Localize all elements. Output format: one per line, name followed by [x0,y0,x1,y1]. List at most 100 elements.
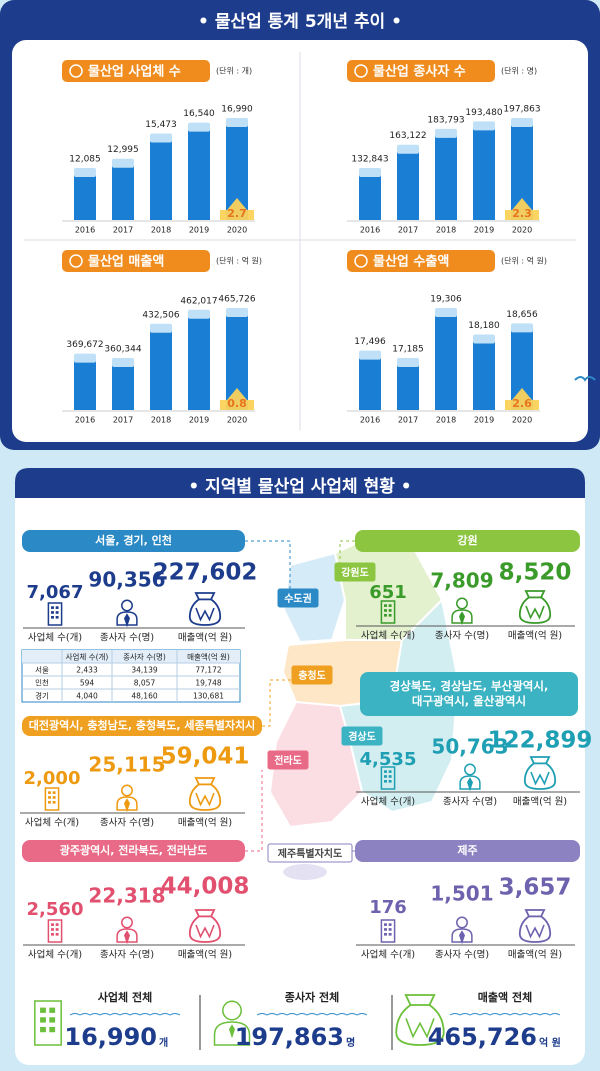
bottom-title-band [15,468,585,498]
bar [511,125,533,220]
bar [188,316,210,410]
icon-shape [395,994,445,1046]
bar [150,330,172,410]
totals-unit: 억 원 [539,1036,561,1049]
table-header: 종사자 수(명) [123,652,166,662]
chart-title-icon [69,64,83,78]
region-value: 3,657 [499,875,572,901]
x-tick-label: 2016 [75,416,95,425]
icon-window [40,1017,46,1023]
chart-unit: (단위 : 억 원) [501,256,547,266]
metric-label: 매출액(억 원) [178,632,232,644]
icon-window [388,923,392,926]
region-header [22,530,245,552]
icon-shape [464,763,476,776]
chart-title-icon [354,64,368,78]
chart-title-pill [62,60,210,82]
region-header [355,840,580,862]
bar-cap [226,308,248,317]
chart-title: 물산업 수출액 [373,254,449,270]
icon-window [388,928,392,931]
metric-label: 종사자 수(명) [435,631,489,642]
growth-label: 2.3 [512,207,532,220]
icon-window [384,928,387,931]
region-name: 광주광역시, 전라북도, 전라남도 [60,843,208,857]
icon-shape [116,928,138,943]
icon-window [48,791,51,794]
metric-label: 사업체 수(개) [361,796,415,808]
totals-unit: 명 [346,1036,355,1049]
region-value: 22,318 [88,884,165,908]
icon-window [384,770,387,773]
icon-shape [34,1000,62,1046]
x-tick-label: 2017 [113,226,133,235]
chart-unit: (단위 : 명) [501,66,537,76]
metric-label: 종사자 수(명) [100,818,154,829]
table-cell: 48,160 [131,692,157,701]
icon-window [55,606,59,609]
x-tick-label: 2018 [151,416,171,425]
bar [150,140,172,220]
icon-window [55,932,59,936]
metric-label: 종사자 수(명) [100,950,154,961]
icon-window [51,615,54,619]
map-label-box [334,562,376,582]
bar-cap [397,144,419,154]
metric-label: 사업체 수(개) [28,949,82,961]
table-header: 매출액(억 원) [187,652,230,662]
value-label: 17,496 [354,337,386,347]
value-label: 15,473 [145,120,177,130]
person-icon [116,599,138,628]
person-icon [451,597,473,626]
metric-label: 매출액(억 원) [508,630,562,642]
region-name: 서울, 경기, 인천 [95,533,172,547]
moneybag-icon [188,592,222,626]
icon-shape [124,930,130,945]
icon-shape [459,775,481,790]
bar [74,360,96,410]
icon-window [51,932,54,936]
icon-shape [124,613,130,628]
map [245,376,596,880]
icon-window [49,1026,56,1033]
chart-title-pill [62,250,210,272]
bar [511,330,533,410]
region-name: 대전광역시, 충청남도, 충청북도, 세종특별자치시 [29,718,255,732]
bar-cap [188,122,210,132]
connector [245,540,291,590]
won-symbol [530,771,550,786]
chart-title: 물산업 매출액 [88,254,164,270]
x-tick-label: 2019 [474,226,494,235]
icon-window [49,1017,56,1023]
region-value: 2,000 [24,768,81,789]
chart-title: 물산업 종사자 수 [373,64,466,80]
bar [397,365,419,410]
growth-arrow [505,388,539,410]
building-icon [47,602,63,626]
x-tick-label: 2018 [151,226,171,235]
icon-window [388,770,392,773]
icon-window [384,923,387,926]
map-label: 수도권 [284,593,312,605]
bar [473,341,495,410]
region-value: 50,763 [431,735,508,759]
chart-title-pill [347,60,495,82]
icon-shape [467,777,473,792]
bar [74,175,96,220]
section-title: • 지역별 물산업 사업체 현황 • [188,477,411,497]
value-label: 12,995 [107,145,139,155]
bar-cap [435,308,457,317]
x-tick-label: 2018 [436,416,456,425]
icon-shape [459,930,465,945]
value-label: 163,122 [389,131,426,141]
x-tick-label: 2019 [474,416,494,425]
icon-shape [518,909,552,943]
growth-arrow [220,198,254,220]
region-value: 7,067 [27,582,84,603]
value-label: 360,344 [104,345,141,355]
wave-rule [256,1013,368,1016]
bar-cap [473,121,495,131]
region-value: 651 [369,582,407,603]
